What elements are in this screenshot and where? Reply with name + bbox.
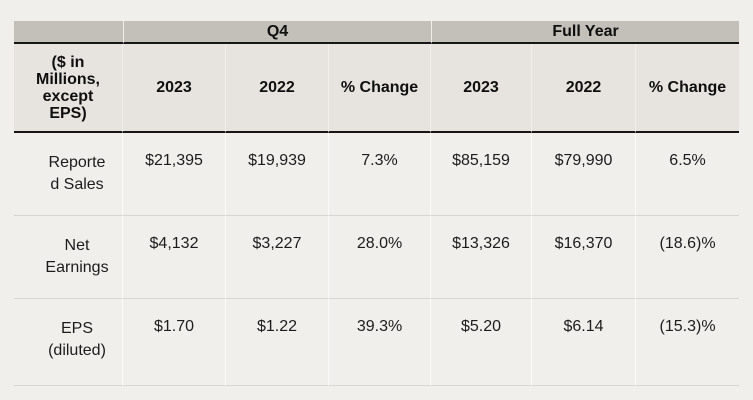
col-header-fy-pct-change: % Change — [636, 44, 740, 133]
col-header-fy-2023: 2023 — [431, 44, 533, 133]
unit-note: ($ in Millions, except EPS) — [14, 44, 123, 133]
col-header-q4-2023: 2023 — [123, 44, 226, 133]
table-cell: (18.6)% — [636, 216, 740, 299]
table-cell: (15.3)% — [636, 299, 740, 386]
table-cell: $19,939 — [226, 133, 329, 216]
table-cell: $79,990 — [532, 133, 637, 216]
row-label: EPS (diluted) — [14, 299, 123, 386]
table-cell: 28.0% — [329, 216, 432, 299]
table-cell: 7.3% — [329, 133, 432, 216]
col-header-fy-2022: 2022 — [532, 44, 637, 133]
group-header-corner — [14, 21, 123, 44]
table-cell: $5.20 — [431, 299, 533, 386]
table-cell: $4,132 — [123, 216, 226, 299]
table-cell: $6.14 — [532, 299, 637, 386]
table-cell: $85,159 — [431, 133, 533, 216]
group-header-q4: Q4 — [123, 21, 432, 44]
group-header-full-year: Full Year — [431, 21, 740, 44]
table-row-reported-sales: Reporte d Sales $21,395 $19,939 7.3% $85… — [14, 133, 740, 216]
table-row-eps-diluted: EPS (diluted) $1.70 $1.22 39.3% $5.20 $6… — [14, 299, 740, 386]
table-cell: $1.22 — [226, 299, 329, 386]
column-header-row: ($ in Millions, except EPS) 2023 2022 % … — [14, 44, 740, 133]
col-header-q4-pct-change: % Change — [329, 44, 432, 133]
group-header-row: Q4 Full Year — [14, 21, 740, 44]
table-row-net-earnings: Net Earnings $4,132 $3,227 28.0% $13,326… — [14, 216, 740, 299]
table-cell: $3,227 — [226, 216, 329, 299]
table-cell: $13,326 — [431, 216, 533, 299]
table-cell: $1.70 — [123, 299, 226, 386]
col-header-q4-2022: 2022 — [226, 44, 329, 133]
row-label: Reporte d Sales — [14, 133, 123, 216]
table-cell: 39.3% — [329, 299, 432, 386]
table-cell: $21,395 — [123, 133, 226, 216]
financial-results-table: Q4 Full Year ($ in Millions, except EPS)… — [14, 21, 740, 386]
row-label: Net Earnings — [14, 216, 123, 299]
table-cell: 6.5% — [636, 133, 740, 216]
table-cell: $16,370 — [532, 216, 637, 299]
